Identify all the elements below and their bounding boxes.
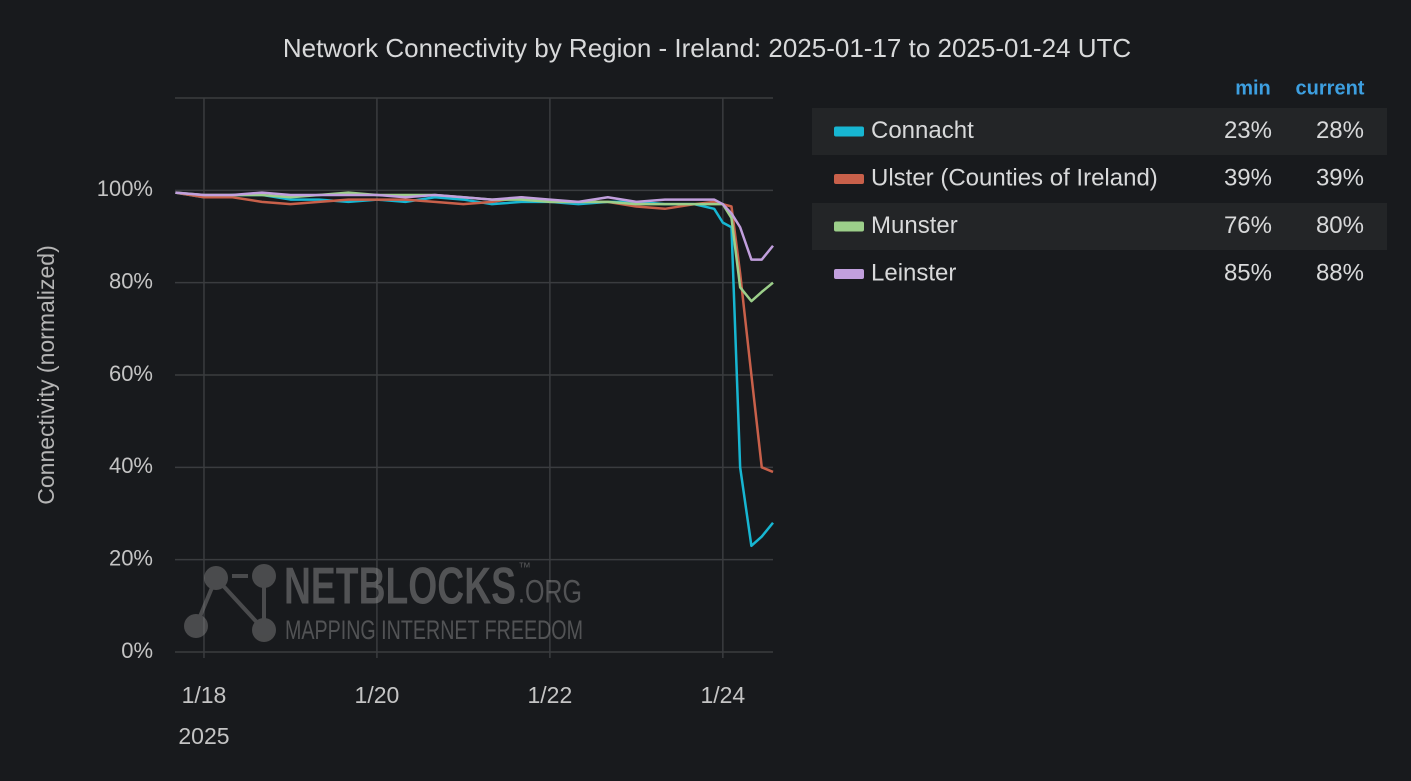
legend-current: 28% — [1316, 117, 1364, 144]
legend-swatch — [834, 126, 864, 137]
legend-swatch — [834, 221, 864, 232]
legend-min: 76% — [1224, 212, 1272, 239]
legend-swatch — [834, 269, 864, 279]
legend-row-background — [812, 108, 1387, 155]
x-tick-label: 1/18 — [182, 682, 227, 708]
x-tick-label: 1/24 — [700, 682, 745, 708]
y-tick-label: 40% — [109, 453, 153, 478]
legend-swatch — [834, 174, 864, 184]
chart-title: Network Connectivity by Region - Ireland… — [283, 33, 1131, 63]
y-tick-label: 0% — [121, 638, 153, 663]
legend-header-min: min — [1235, 77, 1271, 99]
legend-min: 85% — [1224, 259, 1272, 286]
y-tick-label: 80% — [109, 268, 153, 293]
watermark-tld: .ORG — [518, 573, 582, 609]
legend-row-background — [812, 203, 1387, 250]
y-tick-label: 20% — [109, 545, 153, 570]
legend-current: 39% — [1316, 164, 1364, 191]
legend-label: Leinster — [871, 259, 956, 286]
watermark-brand: NETBLOCKS — [284, 558, 516, 616]
legend-label: Munster — [871, 212, 958, 239]
x-year-label: 2025 — [178, 723, 229, 749]
legend-min: 23% — [1224, 117, 1272, 144]
y-axis-label: Connectivity (normalized) — [33, 245, 59, 504]
legend-label: Connacht — [871, 117, 974, 144]
legend-label: Ulster (Counties of Ireland) — [871, 164, 1158, 191]
watermark-tagline: MAPPING INTERNET FREEDOM — [285, 615, 583, 645]
legend-current: 88% — [1316, 259, 1364, 286]
x-tick-label: 1/22 — [528, 682, 573, 708]
legend-min: 39% — [1224, 164, 1272, 191]
watermark: NETBLOCKS ™ .ORG MAPPING INTERNET FREEDO… — [284, 558, 583, 645]
series-line — [175, 191, 774, 303]
series-line — [175, 191, 774, 261]
watermark-trademark: ™ — [518, 559, 531, 574]
x-tick-label: 1/20 — [355, 682, 400, 708]
watermark-logo — [184, 564, 276, 642]
legend-current: 80% — [1316, 212, 1364, 239]
legend-header-current: current — [1296, 77, 1365, 99]
y-tick-label: 100% — [97, 176, 153, 201]
y-tick-label: 60% — [109, 361, 153, 386]
